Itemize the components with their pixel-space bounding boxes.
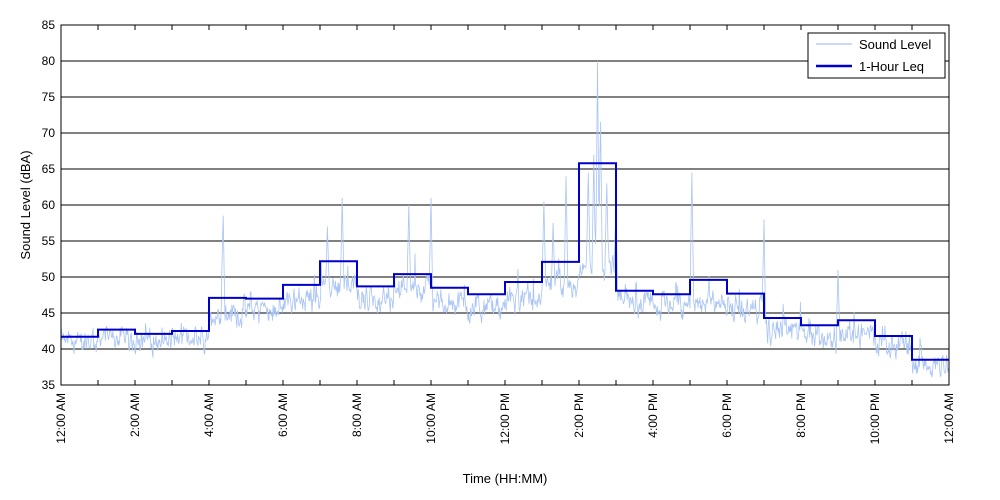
- x-tick-label: 12:00 PM: [498, 393, 512, 444]
- x-tick-label: 6:00 PM: [720, 393, 734, 438]
- series-layer: [60, 60, 949, 378]
- grid-layer: [61, 60, 949, 350]
- y-tick-label: 60: [42, 198, 56, 212]
- legend-label-sound-level: Sound Level: [859, 37, 931, 52]
- y-tick-label: 50: [42, 270, 56, 284]
- y-tick-label: 85: [42, 18, 56, 32]
- x-tick-label: 8:00 AM: [350, 393, 364, 437]
- y-tick-label: 70: [42, 126, 56, 140]
- x-tick-label: 4:00 PM: [646, 393, 660, 438]
- x-tick-label: 2:00 PM: [572, 393, 586, 438]
- y-tick-label: 75: [42, 90, 56, 104]
- x-axis-title: Time (HH:MM): [463, 471, 548, 486]
- y-tick-label: 55: [42, 234, 56, 248]
- x-tick-label: 2:00 AM: [128, 393, 142, 437]
- y-axis-title: Sound Level (dBA): [18, 150, 33, 259]
- x-tick-label: 12:00 AM: [54, 393, 68, 444]
- y-tick-label: 65: [42, 162, 56, 176]
- y-tick-label: 40: [42, 342, 56, 356]
- legend-box: [807, 32, 946, 79]
- x-tick-label: 10:00 PM: [868, 393, 882, 444]
- y-tick-label: 45: [42, 306, 56, 320]
- legend-label-1-hour-leq: 1-Hour Leq: [859, 59, 924, 74]
- y-tick-label: 80: [42, 54, 56, 68]
- x-tick-label: 8:00 PM: [794, 393, 808, 438]
- x-tick-label: 10:00 AM: [424, 393, 438, 444]
- y-tick-label: 35: [42, 378, 56, 392]
- tick-layer: 35 40 45 50 55 60 65 70 75 80 85 12:00 AM 2:00 AM 4:0…: [42, 18, 956, 444]
- x-tick-label: 4:00 AM: [202, 393, 216, 437]
- legend: Sound Level 1-Hour Leq: [807, 32, 946, 79]
- series-1-hour-leq-line: [61, 162, 949, 361]
- x-tick-label: 6:00 AM: [276, 393, 290, 437]
- x-tick-label: 12:00 AM: [942, 393, 956, 444]
